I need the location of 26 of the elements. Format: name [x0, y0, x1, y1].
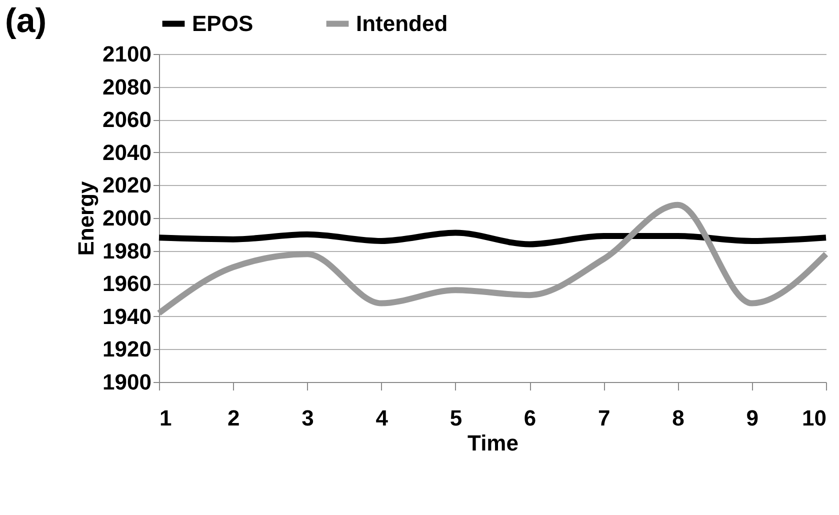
y-tick-label: 1920 [102, 336, 152, 362]
y-tick-label: 2040 [102, 140, 152, 165]
y-axis-title: Energy [74, 180, 99, 256]
y-tick-label: 2100 [102, 42, 152, 66]
x-tick-label: 5 [450, 406, 462, 430]
y-tick-label: 2080 [102, 74, 152, 100]
y-tick-label: 1980 [102, 238, 152, 264]
x-tick-label: 3 [302, 406, 314, 430]
x-tick-label: 7 [598, 406, 610, 430]
x-tick-label: 2 [227, 406, 240, 430]
x-axis-title: Time [468, 430, 518, 456]
y-tick-label: 2000 [102, 206, 152, 230]
x-tick-label: 10 [802, 406, 826, 430]
x-tick-label: 4 [376, 406, 389, 430]
x-tick-label: 8 [672, 406, 684, 430]
legend-label: Intended [356, 10, 448, 36]
y-tick-label: 2020 [102, 172, 152, 198]
y-tick-label: 1900 [102, 370, 152, 394]
y-tick-label: 2060 [102, 107, 152, 132]
legend-label: EPOS [192, 10, 254, 36]
x-tick-label: 6 [524, 406, 536, 430]
y-tick-label: 1960 [102, 271, 152, 296]
y-tick-label: 1940 [102, 304, 152, 329]
x-tick-label: 1 [160, 406, 172, 430]
x-tick-label: 9 [746, 406, 759, 430]
chart-title: (a) [5, 2, 47, 40]
